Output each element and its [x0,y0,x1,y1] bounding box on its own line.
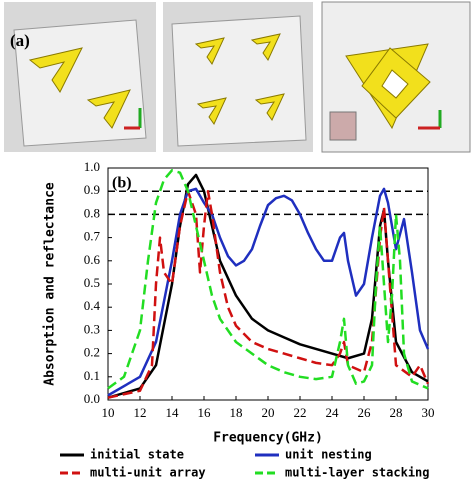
series-line [107,187,430,397]
x-tick-label: 12 [134,405,147,420]
y-tick-label: 0.8 [84,205,100,220]
x-tick-label: 26 [358,405,372,420]
shape [254,93,285,121]
y-tick-label: 0.4 [84,298,101,313]
y-tick-label: 0.9 [84,182,100,197]
shape [196,97,227,125]
shape [86,89,131,129]
render-panel: (a) [4,2,156,152]
y-tick-label: 0.3 [84,321,100,336]
x-tick-label: 10 [102,405,115,420]
legend-label: multi-layer stacking [285,466,430,480]
legend-label: unit nesting [285,448,372,462]
render-panel [163,2,313,152]
y-tick-label: 1.0 [84,159,100,174]
series-line [107,189,430,399]
series-line [107,169,429,390]
legend-label: multi-unit array [90,466,206,480]
hole [381,69,409,99]
x-axis-label: Frequency(GHz) [213,431,323,446]
y-tick-label: 0.1 [84,368,100,383]
render-panel [321,1,471,153]
y-tick-label: 0.7 [84,229,101,244]
shape [250,33,281,61]
x-tick-label: 30 [422,405,435,420]
panel-label: (a) [10,31,30,50]
thumbnail [329,111,357,141]
x-tick-label: 14 [166,405,180,420]
y-tick-label: 0.6 [84,252,101,267]
legend-label: initial state [90,448,184,462]
x-tick-label: 24 [326,405,340,420]
shape [194,37,225,65]
panel-label: (b) [112,175,132,192]
board [171,15,307,147]
x-tick-label: 18 [230,405,243,420]
y-tick-label: 0.5 [84,275,100,290]
x-tick-label: 22 [294,405,307,420]
y-tick-label: 0.2 [84,345,100,360]
y-axis-label: Absorption and reflectance [43,182,58,386]
y-tick-label: 0.0 [84,391,100,406]
x-tick-label: 16 [198,405,212,420]
shape [28,47,83,93]
x-tick-label: 20 [262,405,275,420]
x-tick-label: 28 [390,405,403,420]
